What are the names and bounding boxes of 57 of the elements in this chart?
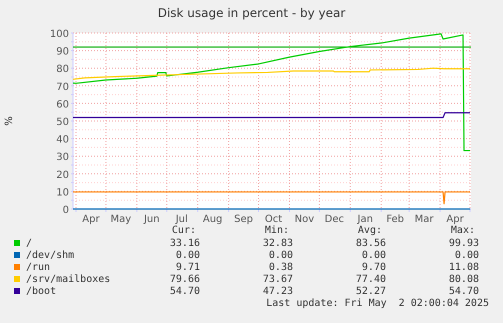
y-tick-label: 80 — [56, 64, 69, 76]
y-tick-label: 100 — [50, 29, 69, 40]
x-tick-label: Oct — [264, 214, 282, 225]
legend-label: /dev/shm — [26, 250, 74, 261]
y-tick-label: 30 — [56, 152, 69, 164]
y-axis-title: % — [4, 116, 15, 126]
text: 52.27 — [356, 286, 386, 297]
text: 54.70 — [170, 286, 200, 297]
x-tick-label: Sep — [234, 214, 253, 225]
y-tick-label: 90 — [56, 46, 69, 58]
text: 99.93 — [448, 238, 479, 249]
text: 0.38 — [268, 262, 293, 273]
x-tick-label: Dec — [324, 214, 344, 225]
text: 0.00 — [362, 250, 386, 261]
text: Cur: — [172, 225, 196, 236]
text: 77.40 — [356, 274, 386, 285]
x-tick-label: Aug — [202, 214, 222, 225]
y-tick-label: 70 — [56, 82, 69, 93]
x-tick-label: Nov — [294, 214, 314, 225]
x-tick-label: Jul — [174, 214, 188, 225]
x-tick-label: Apr — [82, 214, 100, 225]
text: 0.00 — [454, 250, 479, 261]
legend-label: /srv/mailboxes — [26, 274, 110, 285]
text: 80.08 — [448, 274, 479, 285]
text: 79.66 — [170, 274, 200, 285]
y-tick-label: 20 — [56, 170, 69, 181]
x-tick-label: Apr — [446, 214, 465, 225]
text: 0.00 — [176, 250, 200, 261]
text: 54.70 — [448, 286, 479, 297]
chart-title: Disk usage in percent - by year — [158, 6, 346, 20]
text: 0.00 — [268, 250, 293, 261]
text: 83.56 — [356, 238, 386, 249]
text: 73.67 — [262, 274, 293, 285]
text: Min: — [264, 225, 289, 236]
y-tick-label: 0 — [62, 205, 69, 216]
text: 11.08 — [448, 262, 479, 273]
x-tick-label: Feb — [386, 214, 404, 225]
x-tick-label: Jun — [142, 214, 160, 225]
y-tick-label: 50 — [56, 117, 69, 128]
legend-label: /run — [26, 262, 50, 273]
text: Last update: Fri May 2 02:00:04 2025 — [266, 298, 489, 309]
text: 32.83 — [262, 238, 293, 249]
text: 47.23 — [262, 286, 293, 297]
text: 9.70 — [362, 262, 386, 273]
x-tick-label: Jan — [356, 214, 373, 225]
y-tick-label: 60 — [56, 99, 69, 110]
y-tick-label: 10 — [56, 187, 69, 198]
legend-label: / — [26, 238, 32, 249]
legend-label: /boot — [26, 286, 56, 297]
y-tick-label: 40 — [56, 134, 69, 146]
text: 33.16 — [170, 238, 200, 249]
text: Max: — [450, 225, 475, 236]
x-tick-label: Mar — [414, 214, 434, 225]
line-series — [72, 68, 471, 80]
text: 9.71 — [176, 262, 200, 273]
text: Avg: — [358, 225, 382, 236]
x-tick-label: May — [110, 214, 132, 225]
